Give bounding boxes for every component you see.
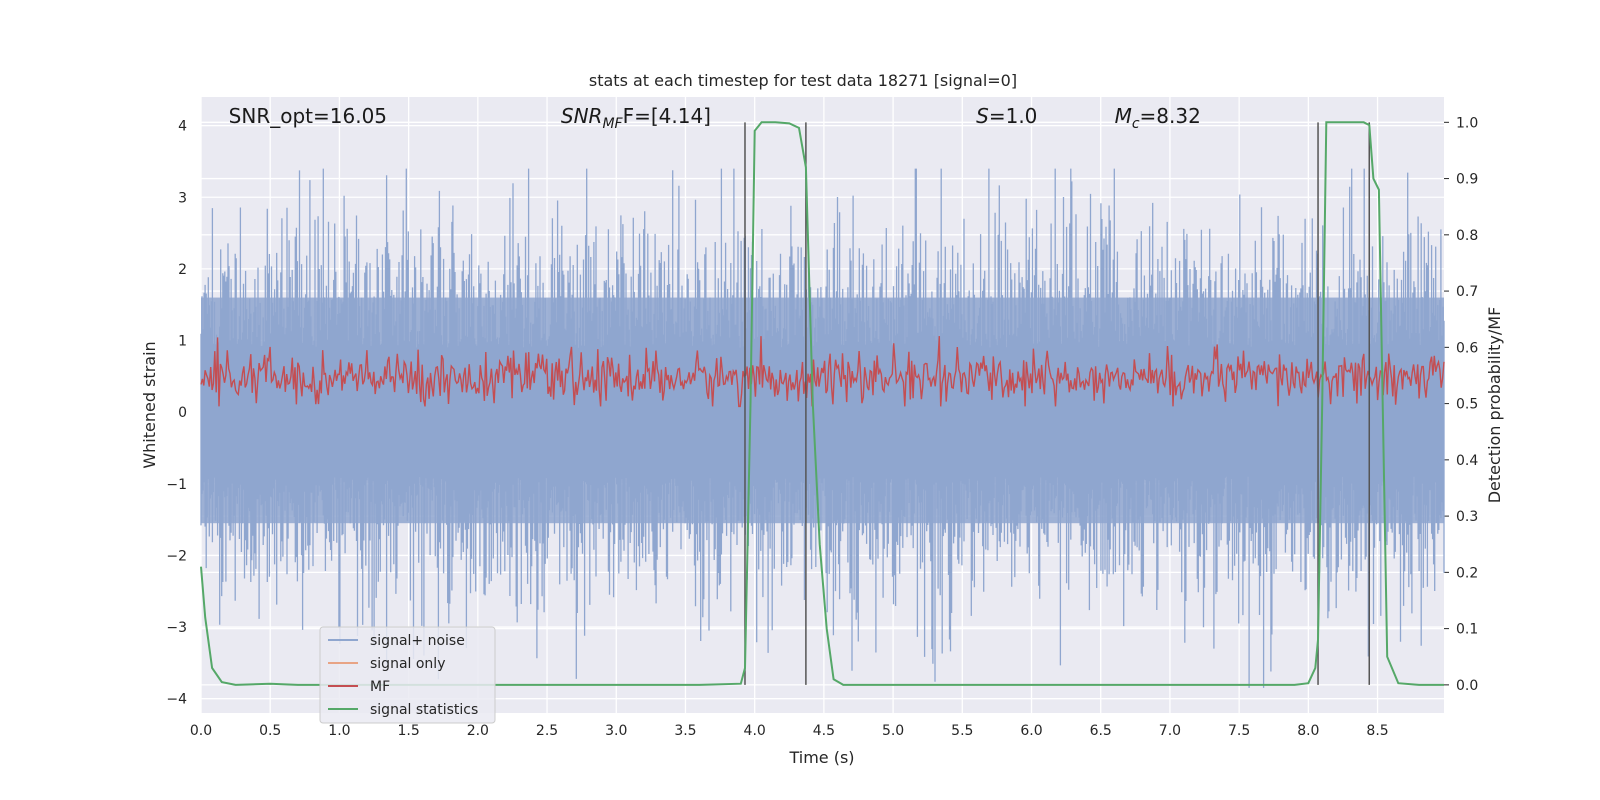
y-tick-label-left: 2 — [178, 262, 187, 278]
y-tick-label-right: 0.6 — [1456, 340, 1478, 356]
x-tick-label: 8.0 — [1297, 723, 1319, 739]
x-tick-label: 5.0 — [882, 723, 904, 739]
legend-label-signal-noise: signal+ noise — [370, 633, 465, 649]
x-tick-label: 1.0 — [328, 723, 350, 739]
annotation-text: SNR_opt=16.05 — [229, 104, 387, 128]
y-tick-label-left: 4 — [178, 119, 187, 135]
x-tick-label: 0.0 — [190, 723, 212, 739]
chart-title: stats at each timestep for test data 182… — [589, 71, 1017, 90]
x-tick-label: 2.0 — [467, 723, 489, 739]
legend-label-mf: MF — [370, 679, 390, 695]
x-tick-label: 6.0 — [1020, 723, 1042, 739]
legend-label-signal-statistics: signal statistics — [370, 702, 478, 718]
x-tick-label: 3.5 — [674, 723, 696, 739]
annotation-text: SNRMFF=[4.14] — [561, 104, 711, 132]
y-tick-label-right: 0.8 — [1456, 228, 1478, 244]
x-tick-label: 7.0 — [1159, 723, 1181, 739]
y-tick-label-left: 1 — [178, 334, 187, 350]
series-signal-noise — [200, 168, 1445, 688]
y-tick-label-left: −2 — [166, 548, 187, 564]
y-axis-label-right: Detection probability/MF — [1485, 307, 1504, 504]
y-tick-label-right: 0.1 — [1456, 622, 1478, 638]
y-tick-labels-left: 4 3 2 1 0 −1 −2 −3 −4 — [166, 119, 187, 708]
y-tick-label-left: −1 — [166, 477, 187, 493]
x-tick-label: 4.0 — [744, 723, 766, 739]
y-tick-label-left: 3 — [178, 190, 187, 206]
x-tick-label: 8.5 — [1366, 723, 1388, 739]
x-tick-labels: 0.0 0.5 1.0 1.5 2.0 2.5 3.0 3.5 4.0 4.5 5.0 5.5 6.0 6… — [190, 723, 1389, 739]
series-mf — [200, 336, 1445, 408]
y-tick-label-right: 1.0 — [1456, 115, 1478, 131]
x-tick-label: 1.5 — [397, 723, 419, 739]
y-tick-label-right: 0.0 — [1456, 678, 1478, 694]
legend-frame — [319, 626, 496, 724]
x-axis-label: Time (s) — [788, 748, 854, 767]
x-tick-label: 7.5 — [1228, 723, 1250, 739]
y-axis-label-left: Whitened strain — [140, 341, 159, 468]
annotation-text: S=1.0 — [976, 104, 1037, 128]
annotation-text: Mc=8.32 — [1115, 104, 1201, 132]
annotations: SNR_opt=16.05 SNRMFF=[4.14] S=1.0 Mc=8.32 — [229, 104, 1201, 132]
y-tick-label-left: −3 — [166, 620, 187, 636]
noise-trace — [200, 168, 1445, 688]
y-tick-label-left: 0 — [178, 405, 187, 421]
y-tick-label-right: 0.4 — [1456, 453, 1478, 469]
y-tick-label-right: 0.5 — [1456, 397, 1478, 413]
y-tick-label-right: 0.9 — [1456, 172, 1478, 188]
x-tick-label: 0.5 — [259, 723, 281, 739]
x-tick-label: 4.5 — [813, 723, 835, 739]
x-tick-label: 6.5 — [1090, 723, 1112, 739]
y-tick-labels-right: 1.0 0.9 0.8 0.7 0.6 0.5 0.4 0.3 0.2 0.1 0.0 — [1444, 115, 1478, 694]
legend-label-signal-only: signal only — [370, 656, 445, 672]
x-tick-label: 2.5 — [536, 723, 558, 739]
x-tick-label: 5.5 — [951, 723, 973, 739]
y-tick-label-right: 0.7 — [1456, 284, 1478, 300]
y-tick-label-right: 0.2 — [1456, 565, 1478, 581]
x-tick-label: 3.0 — [605, 723, 627, 739]
y-tick-label-left: −4 — [166, 692, 187, 708]
legend: signal+ noise signal only MF signal stat… — [319, 626, 496, 724]
mf-trace — [200, 336, 1445, 408]
y-tick-label-right: 0.3 — [1456, 509, 1478, 525]
